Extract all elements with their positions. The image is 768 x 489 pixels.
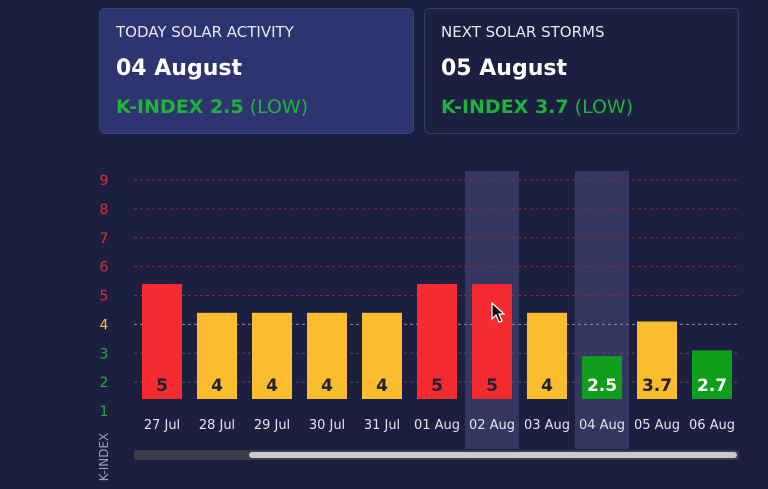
today-activity-card[interactable]: TODAY SOLAR ACTIVITY 04 August K-INDEX 2…	[99, 8, 414, 134]
y-tick-label: 5	[100, 289, 109, 305]
bar-value-label: 5	[431, 376, 443, 396]
bar-value-label: 4	[376, 376, 388, 396]
bar	[362, 312, 402, 399]
y-tick-label: 9	[100, 173, 109, 189]
bar	[142, 283, 182, 399]
bar	[527, 312, 567, 399]
y-tick-label: 7	[100, 231, 109, 247]
x-tick-label: 06 Aug	[689, 418, 735, 433]
bar-value-label: 4	[321, 376, 333, 396]
bar	[637, 321, 677, 399]
bar	[582, 356, 622, 399]
x-tick-label: 04 Aug	[579, 418, 625, 433]
y-tick-label: 4	[100, 317, 109, 333]
x-tick-label: 01 Aug	[414, 418, 460, 433]
today-kindex-level: (LOW)	[249, 96, 309, 118]
bar	[417, 283, 457, 399]
x-tick-label: 03 Aug	[524, 418, 570, 433]
y-tick-label: 2	[100, 375, 109, 391]
bar	[252, 312, 292, 399]
today-card-date: 04 August	[116, 56, 242, 81]
bar-value-label: 5	[486, 376, 498, 396]
bar-value-label: 4	[211, 376, 223, 396]
x-tick-label: 29 Jul	[254, 418, 290, 433]
bar-value-label: 5	[156, 376, 168, 396]
y-tick-label: 8	[100, 202, 109, 218]
next-kindex-value: K-INDEX 3.7	[441, 96, 569, 118]
mouse-cursor-icon	[491, 302, 505, 323]
next-storms-card[interactable]: NEXT SOLAR STORMS 05 August K-INDEX 3.7 …	[424, 8, 739, 134]
next-card-date: 05 August	[441, 56, 567, 81]
bar	[197, 312, 237, 399]
x-tick-label: 30 Jul	[309, 418, 345, 433]
next-kindex-line: K-INDEX 3.7 (LOW)	[441, 96, 722, 118]
bar-value-label: 3.7	[642, 376, 672, 396]
today-kindex-value: K-INDEX 2.5	[116, 96, 244, 118]
y-tick-label: 6	[100, 260, 109, 276]
today-kindex-line: K-INDEX 2.5 (LOW)	[116, 96, 397, 118]
y-axis-label: K-INDEX	[97, 433, 111, 482]
x-tick-label: 31 Jul	[364, 418, 400, 433]
bar-value-label: 4	[266, 376, 278, 396]
y-tick-label: 1	[100, 404, 109, 420]
bar	[307, 312, 347, 399]
bar	[692, 350, 732, 399]
kindex-bar-chart[interactable]: 1 2 3 4 5 6 7 8 9 K-INDEX 5 27 Jul 4 28 Jul 4 29 Jul 4 30…	[0, 160, 768, 489]
bar-value-label: 2.7	[697, 376, 727, 396]
next-card-label: NEXT SOLAR STORMS	[441, 23, 605, 41]
bar-value-label: 2.5	[587, 376, 617, 396]
y-tick-label: 3	[100, 346, 109, 362]
bar-value-label: 4	[541, 376, 553, 396]
chart-scrollbar-thumb[interactable]	[249, 452, 737, 458]
x-tick-label: 28 Jul	[199, 418, 235, 433]
x-tick-label: 05 Aug	[634, 418, 680, 433]
highlight-band	[575, 171, 629, 449]
today-card-label: TODAY SOLAR ACTIVITY	[116, 23, 294, 41]
x-tick-label: 02 Aug	[469, 418, 515, 433]
x-tick-label: 27 Jul	[144, 418, 180, 433]
next-kindex-level: (LOW)	[574, 96, 634, 118]
